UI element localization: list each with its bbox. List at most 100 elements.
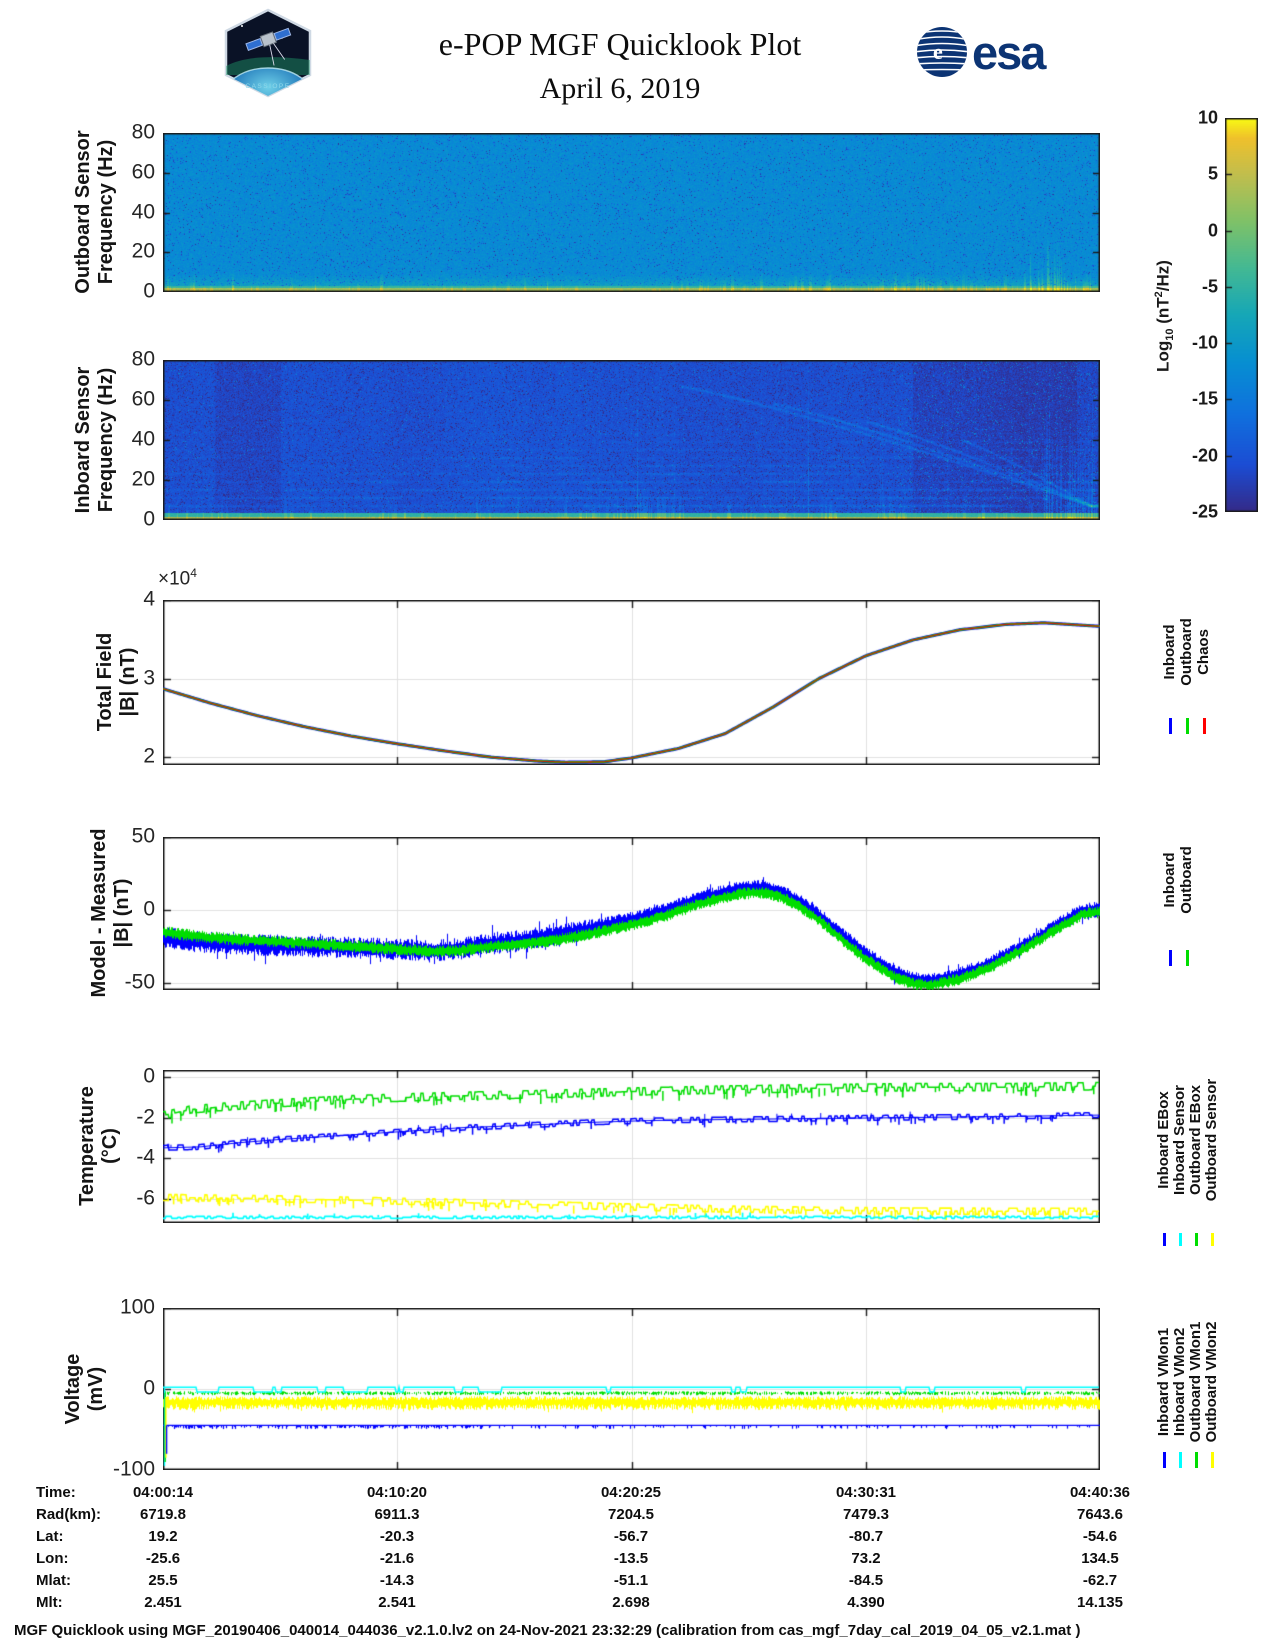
page-title: e-POP MGF Quicklook Plot xyxy=(438,26,802,62)
voltage-plot xyxy=(163,1308,1100,1470)
p5-legend-swatch-4 xyxy=(1211,1233,1214,1246)
table-row-label: Lon: xyxy=(36,1550,69,1567)
colorbar-tick: 10 xyxy=(1197,107,1218,128)
table-cell: 04:10:20 xyxy=(366,1484,428,1501)
esa-logo-text: esa xyxy=(972,25,1046,79)
p3-ytick: 4 xyxy=(143,587,155,611)
table-row-label: Mlt: xyxy=(36,1594,63,1611)
p1-ytick: 60 xyxy=(131,160,155,184)
page-date: April 6, 2019 xyxy=(539,72,701,105)
colorbar-tick: -15 xyxy=(1191,388,1218,409)
table-cell: -21.6 xyxy=(379,1550,415,1567)
p6-legend-inboard-vmon2: Inboard VMon2 xyxy=(1171,1327,1188,1437)
table-cell: -56.7 xyxy=(613,1528,649,1545)
table-cell: 7204.5 xyxy=(608,1506,654,1523)
table-cell: 6911.3 xyxy=(374,1506,420,1523)
table-cell: -14.3 xyxy=(379,1572,415,1589)
colorbar-label-prefix: Log xyxy=(1153,340,1173,372)
temperature-plot xyxy=(163,1070,1100,1223)
p5-legend-swatch-3 xyxy=(1195,1233,1198,1246)
total-field-plot xyxy=(163,600,1100,765)
table-cell: 4.390 xyxy=(847,1594,885,1611)
cassiope-logo: CASSIOPE xyxy=(222,8,314,98)
table-cell: 73.2 xyxy=(851,1550,881,1567)
table-row-label: Rad(km): xyxy=(36,1506,102,1523)
table-cell: -20.3 xyxy=(379,1528,415,1545)
p3-legend-chaos: Chaos xyxy=(1195,629,1212,675)
p2-ytick: 0 xyxy=(143,507,155,531)
model-measured-plot xyxy=(163,837,1100,990)
p5-ytick: -4 xyxy=(136,1145,155,1169)
colorbar-label-sup: 2 xyxy=(1153,291,1165,298)
p6-legend-swatch-3 xyxy=(1195,1452,1198,1468)
p3-exp-sup: 4 xyxy=(190,566,197,580)
p6-legend-swatch-4 xyxy=(1211,1452,1214,1468)
table-cell: 04:30:31 xyxy=(835,1484,897,1501)
p3-legend-swatch-chaos xyxy=(1203,718,1206,734)
p6-ytick: 0 xyxy=(143,1376,155,1400)
p4-legend-inboard: Inboard xyxy=(1161,852,1178,908)
p2-ytick: 60 xyxy=(131,387,155,411)
esa-globe-icon: e xyxy=(917,27,967,77)
p6-legend-outboard-vmon1: Outboard VMon1 xyxy=(1187,1321,1204,1443)
table-cell: -84.5 xyxy=(848,1572,884,1589)
table-cell: -51.1 xyxy=(613,1572,649,1589)
p5-legend-swatch-1 xyxy=(1163,1233,1166,1246)
outboard-spectrogram-plot xyxy=(163,133,1100,292)
colorbar-tick: -10 xyxy=(1191,332,1218,353)
p4-ytick: 50 xyxy=(131,824,155,848)
p4-legend-swatch-inboard xyxy=(1169,950,1172,966)
p3-ytick: 3 xyxy=(143,666,155,690)
p6-legend-outboard-vmon2: Outboard VMon2 xyxy=(1203,1321,1220,1443)
colorbar-label-suffix: /Hz) xyxy=(1153,260,1173,292)
colorbar-label-mid: (nT xyxy=(1153,297,1173,329)
p3-legend-outboard: Outboard xyxy=(1178,618,1195,686)
caption: MGF Quicklook using MGF_20190406_040014_… xyxy=(14,1622,1081,1639)
p5-legend-swatch-2 xyxy=(1179,1233,1182,1246)
colorbar-tick: -20 xyxy=(1191,445,1218,466)
p5-legend-outboard-ebox: Outboard EBox xyxy=(1187,1085,1204,1196)
p5-legend-outboard-sensor: Outboard Sensor xyxy=(1203,1078,1220,1202)
table-cell: 2.451 xyxy=(144,1594,182,1611)
p3-exponent-label: ×104 xyxy=(158,566,197,590)
table-cell: 14.135 xyxy=(1077,1594,1123,1611)
table-cell: 6719.8 xyxy=(140,1506,186,1523)
cassiope-patch-label: CASSIOPE xyxy=(245,83,290,90)
table-cell: -62.7 xyxy=(1082,1572,1118,1589)
colorbar-tick: -25 xyxy=(1191,501,1218,522)
colorbar xyxy=(1225,118,1258,512)
colorbar-tick: -5 xyxy=(1201,276,1218,297)
esa-logo: e esa xyxy=(916,25,1046,79)
p6-legend-swatch-2 xyxy=(1179,1452,1182,1468)
p6-legend-inboard-vmon1: Inboard VMon1 xyxy=(1155,1327,1172,1437)
p3-ytick: 2 xyxy=(143,744,155,768)
p5-ytick: -2 xyxy=(136,1105,155,1129)
p1-ytick: 80 xyxy=(131,120,155,144)
table-row-label: Lat: xyxy=(36,1528,64,1545)
p4-ytick: 0 xyxy=(143,897,155,921)
table-cell: 04:20:25 xyxy=(600,1484,662,1501)
colorbar-label-sub: 10 xyxy=(1164,328,1177,341)
cassiope-patch-icon: CASSIOPE xyxy=(224,8,312,98)
p1-ytick: 40 xyxy=(131,200,155,224)
table-cell: -80.7 xyxy=(848,1528,884,1545)
table-cell: 04:40:36 xyxy=(1069,1484,1131,1501)
table-cell: 2.541 xyxy=(378,1594,416,1611)
table-row-label: Time: xyxy=(36,1484,76,1501)
p3-legend-swatch-outboard xyxy=(1186,718,1189,734)
p2-ytick: 40 xyxy=(131,427,155,451)
p4-legend-swatch-outboard xyxy=(1186,950,1189,966)
p5-legend-inboard-sensor: Inboard Sensor xyxy=(1171,1084,1188,1196)
p2-ylabel-line1: Inboard Sensor xyxy=(72,366,94,514)
p2-ytick: 20 xyxy=(131,467,155,491)
p5-legend-inboard-ebox: Inboard EBox xyxy=(1155,1091,1172,1189)
table-cell: 7643.6 xyxy=(1077,1506,1123,1523)
table-cell: 7479.3 xyxy=(843,1506,889,1523)
p6-ytick: 100 xyxy=(119,1295,155,1319)
table-cell: -13.5 xyxy=(613,1550,649,1567)
p2-ytick: 80 xyxy=(131,347,155,371)
colorbar-tick: 5 xyxy=(1207,163,1218,184)
p3-legend-inboard: Inboard xyxy=(1161,624,1178,680)
p4-legend-outboard: Outboard xyxy=(1178,846,1195,914)
